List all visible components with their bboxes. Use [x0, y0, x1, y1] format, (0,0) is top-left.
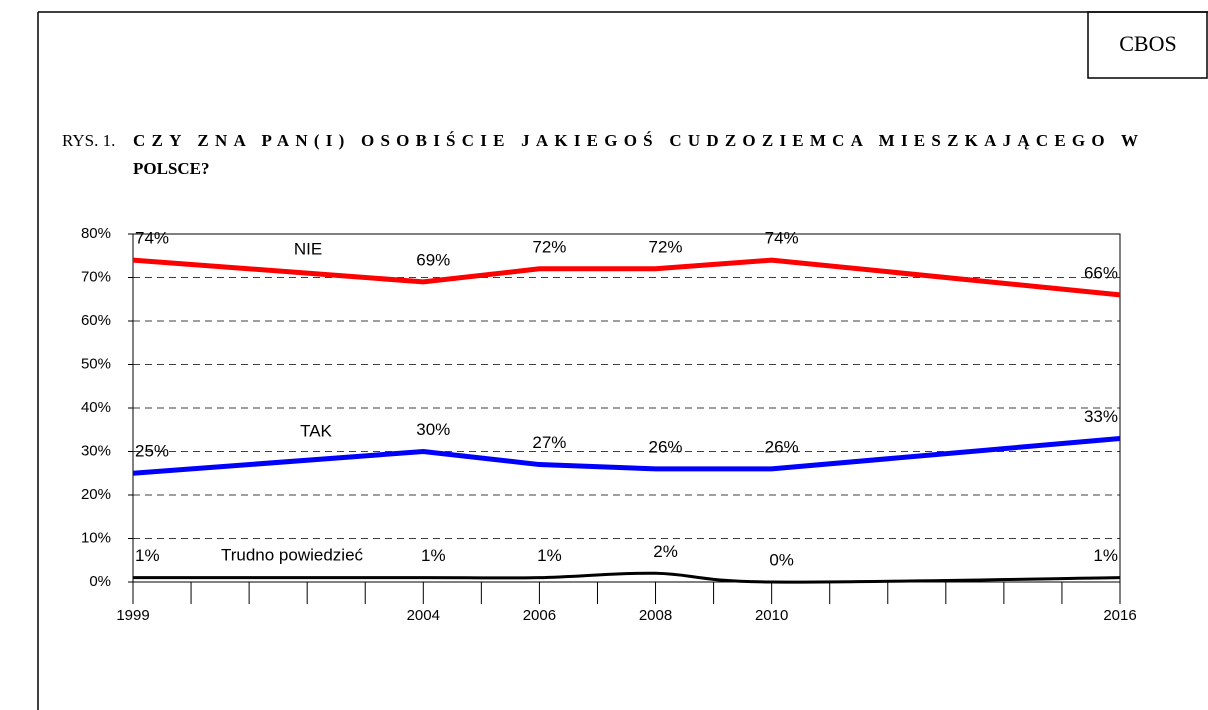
- data-label: 1%: [421, 546, 446, 565]
- data-label: 74%: [765, 229, 799, 248]
- y-tick-label: 70%: [81, 268, 111, 285]
- data-label: 66%: [1084, 263, 1118, 282]
- y-tick-label: 40%: [81, 399, 111, 416]
- chart-title: CZY ZNA PAN(I) OSOBIŚCIE JAKIEGOŚ CUDZOZ…: [133, 131, 1138, 150]
- data-label: 26%: [649, 437, 683, 456]
- data-label: 1%: [135, 546, 160, 565]
- data-label: 30%: [416, 420, 450, 439]
- y-tick-label: 80%: [81, 225, 111, 242]
- x-tick-label: 2008: [639, 607, 672, 624]
- series-label: NIE: [294, 239, 322, 258]
- data-label: 33%: [1084, 407, 1118, 426]
- data-label: 72%: [649, 237, 683, 256]
- data-label: 25%: [135, 442, 169, 461]
- y-tick-label: 10%: [81, 529, 111, 546]
- line: [132, 571, 1121, 584]
- chart-title-line2: POLSCE?: [133, 159, 210, 178]
- line: [132, 257, 1121, 298]
- data-label: 1%: [537, 546, 562, 565]
- data-label: 27%: [532, 433, 566, 452]
- x-tick-label: 2010: [755, 607, 788, 624]
- line: [132, 435, 1121, 476]
- y-tick-label: 50%: [81, 355, 111, 372]
- data-label: 0%: [769, 550, 794, 569]
- series-label: Trudno powiedzieć: [221, 545, 364, 564]
- x-tick-label: 2004: [407, 607, 440, 624]
- y-tick-label: 20%: [81, 486, 111, 503]
- x-tick-label: 2016: [1103, 607, 1136, 624]
- x-tick-label: 1999: [116, 607, 149, 624]
- y-tick-label: 60%: [81, 312, 111, 329]
- x-tick-label: 2006: [523, 607, 556, 624]
- y-tick-label: 0%: [89, 573, 111, 590]
- data-label: 26%: [765, 437, 799, 456]
- data-label: 1%: [1093, 546, 1118, 565]
- source-box: [1087, 11, 1208, 79]
- data-label: 72%: [532, 237, 566, 256]
- data-label: 69%: [416, 250, 450, 269]
- y-tick-label: 30%: [81, 442, 111, 459]
- data-label: 2%: [653, 542, 678, 561]
- series-label: TAK: [300, 421, 332, 440]
- plot-frame: [132, 233, 1121, 583]
- data-label: 74%: [135, 229, 169, 248]
- title-prefix: RYS. 1.: [62, 131, 115, 150]
- source: CBOS: [1119, 31, 1176, 56]
